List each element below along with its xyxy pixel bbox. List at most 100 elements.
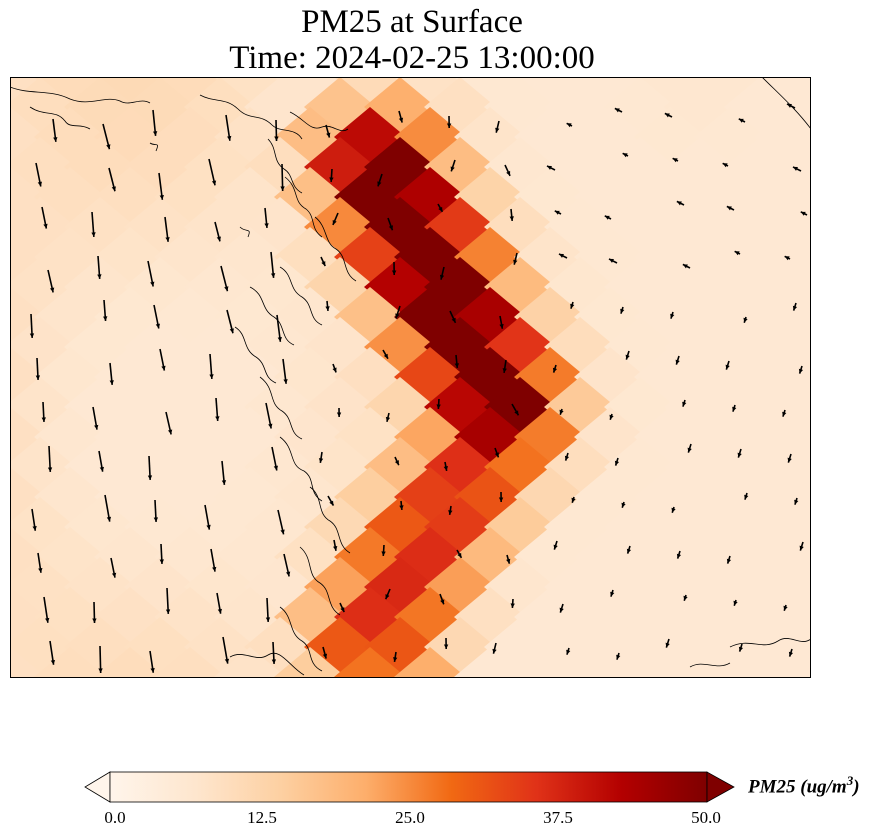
wind-arrow bbox=[382, 349, 389, 360]
wind-arrow bbox=[394, 456, 400, 466]
pm25-grid-cell bbox=[784, 504, 811, 550]
wind-arrow bbox=[91, 211, 96, 237]
pm25-grid-cell bbox=[514, 77, 586, 107]
wind-arrow bbox=[783, 604, 788, 611]
pm25-grid-cell bbox=[454, 77, 526, 107]
wind-arrow bbox=[110, 557, 117, 578]
pm25-grid-cell bbox=[754, 587, 811, 647]
wind-arrow bbox=[439, 266, 445, 280]
wind-arrow bbox=[504, 164, 511, 177]
wind-arrow bbox=[675, 355, 680, 365]
wind-arrow bbox=[509, 208, 514, 222]
wind-arrow bbox=[559, 408, 564, 415]
wind-arrow bbox=[280, 163, 285, 192]
pm25-grid-cell bbox=[10, 527, 46, 587]
wind-arrow bbox=[339, 602, 345, 613]
pm25-grid-cell bbox=[574, 77, 646, 107]
pm25-grid-cell bbox=[634, 647, 706, 678]
pm25-grid-cell bbox=[754, 227, 811, 287]
map-frame bbox=[10, 77, 811, 678]
pm25-grid-cell bbox=[754, 347, 811, 407]
wind-arrow bbox=[566, 122, 573, 128]
plot-title-line-1: PM25 at Surface bbox=[301, 4, 523, 40]
wind-arrow bbox=[103, 299, 108, 322]
wind-arrow bbox=[283, 553, 291, 577]
pm25-grid-cell bbox=[784, 564, 811, 610]
pm25-grid-cell bbox=[784, 324, 811, 370]
wind-arrow bbox=[221, 460, 227, 485]
wind-arrow bbox=[320, 256, 326, 267]
wind-arrow bbox=[35, 162, 43, 187]
pm25-grid-cell bbox=[34, 77, 106, 107]
wind-arrow bbox=[626, 545, 632, 554]
pm25-grid-cell bbox=[94, 647, 166, 678]
wind-arrow bbox=[35, 357, 41, 381]
colorbar-extend-min bbox=[84, 771, 111, 803]
pm25-grid-cell bbox=[784, 444, 811, 490]
wind-arrow bbox=[787, 453, 792, 463]
wind-arrow bbox=[571, 496, 576, 503]
wind-arrow bbox=[800, 211, 808, 216]
pm25-grid-cell bbox=[334, 77, 406, 107]
wind-arrow bbox=[109, 362, 114, 385]
wind-arrow bbox=[216, 592, 223, 614]
wind-arrow bbox=[92, 601, 97, 624]
wind-arrow bbox=[492, 642, 497, 654]
wind-arrow bbox=[214, 221, 221, 242]
wind-arrow bbox=[558, 253, 568, 259]
wind-arrow bbox=[265, 597, 271, 623]
pm25-grid-cell bbox=[10, 467, 46, 527]
wind-arrow bbox=[499, 315, 504, 329]
wind-arrow bbox=[443, 637, 449, 650]
wind-arrow bbox=[446, 115, 452, 129]
wind-arrow bbox=[164, 216, 170, 242]
wind-arrow bbox=[165, 587, 171, 615]
wind-arrow bbox=[215, 397, 220, 421]
wind-arrow bbox=[625, 350, 630, 360]
wind-arrow bbox=[506, 554, 511, 564]
wind-arrow bbox=[566, 647, 571, 655]
wind-arrow bbox=[399, 500, 404, 511]
wind-arrow bbox=[502, 359, 507, 373]
pm25-field bbox=[10, 77, 811, 678]
wind-arrow bbox=[97, 255, 102, 279]
wind-arrow bbox=[152, 109, 158, 136]
colorbar-tick-label: 25.0 bbox=[395, 808, 425, 827]
wind-arrow bbox=[158, 172, 164, 200]
wind-arrow bbox=[454, 354, 460, 369]
wind-arrow bbox=[732, 404, 737, 412]
pm25-grid-cell bbox=[784, 204, 811, 250]
wind-arrow bbox=[165, 411, 173, 435]
colorbar-tick-label: 0.0 bbox=[104, 808, 126, 827]
wind-arrow bbox=[726, 555, 732, 564]
wind-arrow bbox=[391, 261, 397, 276]
wind-arrow bbox=[609, 413, 614, 420]
wind-arrow bbox=[387, 217, 394, 231]
wind-arrow bbox=[222, 636, 230, 664]
wind-arrow bbox=[682, 263, 691, 269]
pm25-grid-cell bbox=[784, 144, 811, 190]
pm25-grid-cell bbox=[10, 227, 46, 287]
wind-arrow bbox=[381, 544, 386, 557]
wind-arrow bbox=[554, 210, 562, 215]
wind-arrow bbox=[226, 309, 234, 334]
coastline bbox=[10, 77, 811, 676]
wind-arrow bbox=[784, 255, 791, 261]
pm25-grid-cell bbox=[634, 77, 706, 107]
pm25-grid-cell bbox=[574, 647, 646, 678]
wind-arrow bbox=[92, 406, 99, 430]
wind-arrow bbox=[799, 541, 804, 551]
wind-arrow bbox=[794, 497, 799, 505]
wind-arrow bbox=[616, 652, 621, 660]
wind-arrow bbox=[671, 506, 676, 513]
wind-arrow bbox=[722, 162, 729, 168]
pm25-grid-cell bbox=[754, 107, 811, 167]
wind-arrow bbox=[670, 311, 675, 319]
pm25-grid-cell bbox=[784, 384, 811, 430]
wind-arrow bbox=[153, 499, 159, 523]
wind-arrow bbox=[553, 540, 558, 550]
wind-arrow bbox=[108, 167, 116, 192]
wind-arrow bbox=[47, 445, 53, 473]
wind-arrow bbox=[622, 152, 629, 158]
wind-arrow bbox=[511, 403, 520, 416]
